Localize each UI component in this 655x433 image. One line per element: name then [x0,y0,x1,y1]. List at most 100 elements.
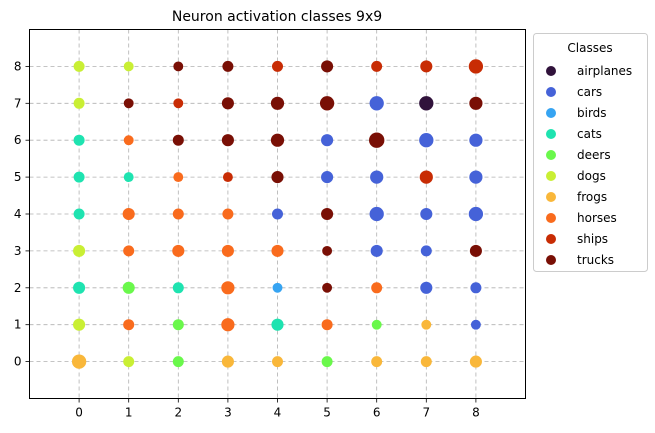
point-cars [369,96,384,111]
legend-label-ships: ships [577,232,608,246]
data-points [71,59,484,369]
x-tick-label: 5 [323,406,331,420]
point-horses [222,208,234,220]
point-frogs [420,356,432,368]
point-frogs [469,355,482,368]
x-tick-label: 8 [472,406,480,420]
legend-marker-ships [546,234,556,244]
point-cats [73,134,85,146]
point-birds [272,282,283,293]
legend-label-dogs: dogs [577,169,606,183]
point-dogs [73,318,86,331]
point-horses [122,207,135,221]
point-dogs [73,60,85,72]
point-horses [123,319,135,331]
point-cats [73,208,85,220]
point-horses [221,281,235,295]
point-cars [272,208,283,220]
point-horses [271,244,284,257]
legend-marker-deers [546,150,556,160]
point-trucks [469,244,482,257]
y-axis: 0 1 2 3 4 5 6 7 8 [14,59,30,369]
point-ships [371,60,383,72]
point-frogs [71,354,87,369]
x-tick-label: 0 [75,406,83,420]
point-horses [172,244,185,257]
point-cars [369,206,384,222]
legend-label-deers: deers [577,148,611,162]
point-cars [470,319,481,330]
point-deers [122,281,135,294]
point-cars [470,282,482,294]
y-tick-label: 4 [14,207,22,221]
x-tick-label: 1 [125,406,133,420]
point-cars [370,244,383,257]
point-cars [420,245,432,257]
y-tick-label: 5 [14,170,22,184]
point-ships [222,172,233,183]
point-dogs [73,244,86,257]
point-cars [419,133,434,148]
point-cats [73,171,85,183]
legend-marker-birds [546,108,556,118]
legend-frame [533,33,648,272]
point-horses [371,282,383,294]
y-tick-label: 1 [14,318,22,332]
point-horses [172,208,184,220]
point-frogs [221,355,234,368]
chart-title: Neuron activation classes 9x9 [172,9,382,25]
point-airplanes [419,96,434,111]
legend-label-trucks: trucks [577,253,614,267]
point-cars [420,281,433,294]
point-deers [371,319,382,330]
point-horses [123,245,135,257]
point-dogs [73,97,85,109]
point-cars [468,206,484,222]
point-horses [123,135,134,146]
point-horses [221,318,235,332]
x-tick-label: 7 [422,406,430,420]
legend-label-airplanes: airplanes [577,64,632,78]
point-cars [370,170,384,184]
point-frogs [272,356,283,368]
legend-title: Classes [567,41,612,55]
legend: Classes airplanes cars birds cats deers dogs f… [533,33,648,272]
point-frogs [421,319,432,330]
legend-marker-horses [546,213,556,223]
point-horses [173,172,184,183]
point-trucks [322,245,333,256]
x-tick-label: 3 [224,406,232,420]
legend-label-cats: cats [577,127,602,141]
point-trucks [222,60,234,72]
point-trucks [173,61,184,72]
point-trucks [172,134,184,146]
point-ships [468,59,484,74]
legend-label-birds: birds [577,106,607,120]
x-tick-label: 2 [174,406,182,420]
point-trucks [221,97,234,110]
y-tick-label: 6 [14,133,22,147]
y-tick-label: 8 [14,59,22,73]
legend-marker-cats [546,129,556,139]
legend-label-horses: horses [577,211,617,225]
point-cars [420,207,433,221]
y-tick-label: 2 [14,281,22,295]
y-tick-label: 3 [14,244,22,258]
x-tick-label: 4 [274,406,282,420]
point-cats [73,281,86,294]
point-ships [419,170,433,184]
legend-marker-dogs [546,171,556,181]
point-dogs [123,61,134,72]
point-ships [173,98,184,109]
point-trucks [270,133,285,147]
point-cars [469,133,483,147]
y-tick-label: 0 [14,355,22,369]
point-trucks [321,207,334,221]
point-trucks [322,282,333,293]
point-ships [420,60,433,73]
point-trucks [469,96,483,110]
point-trucks [271,171,284,184]
point-ships [272,60,283,72]
legend-marker-cars [546,87,556,97]
point-trucks [123,98,134,109]
